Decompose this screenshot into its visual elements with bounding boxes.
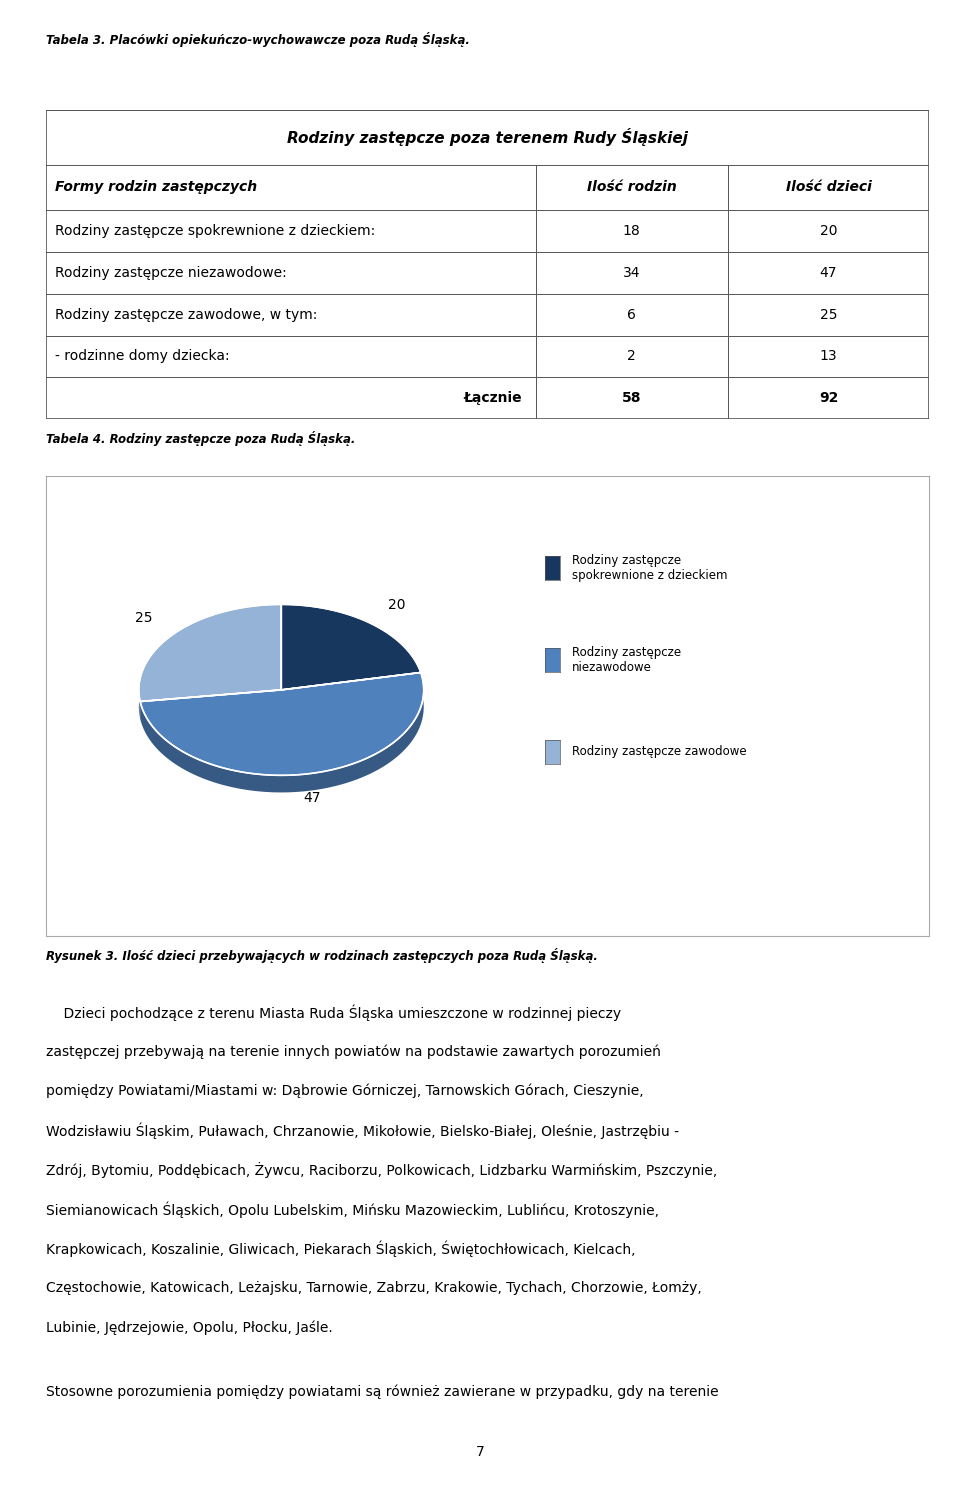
Text: Ilość dzieci: Ilość dzieci <box>785 180 872 195</box>
Text: Ilość rodzin: Ilość rodzin <box>587 180 677 195</box>
Polygon shape <box>139 605 281 701</box>
Text: 13: 13 <box>820 349 837 364</box>
Polygon shape <box>140 673 423 776</box>
Text: Rodziny zastępcze niezawodowe:: Rodziny zastępcze niezawodowe: <box>55 266 287 279</box>
Text: 34: 34 <box>623 266 640 279</box>
Text: Lubinie, Jędrzejowie, Opolu, Płocku, Jaśle.: Lubinie, Jędrzejowie, Opolu, Płocku, Jaś… <box>46 1321 333 1334</box>
Text: Siemianowicach Śląskich, Opolu Lubelskim, Mińsku Mazowieckim, Lublińcu, Krotoszy: Siemianowicach Śląskich, Opolu Lubelskim… <box>46 1201 660 1217</box>
Polygon shape <box>139 605 281 701</box>
Text: 20: 20 <box>820 224 837 238</box>
Polygon shape <box>139 605 281 719</box>
Text: pomiędzy Powiatami/Miastami w: Dąbrowie Górniczej, Tarnowskich Górach, Cieszynie: pomiędzy Powiatami/Miastami w: Dąbrowie … <box>46 1083 644 1098</box>
Text: Rysunek 3. Ilość dzieci przebywających w rodzinach zastępczych poza Rudą Śląską.: Rysunek 3. Ilość dzieci przebywających w… <box>46 948 598 963</box>
Text: Formy rodzin zastępczych: Formy rodzin zastępczych <box>55 180 257 195</box>
Text: 47: 47 <box>820 266 837 279</box>
Text: Krapkowicach, Koszalinie, Gliwicach, Piekarach Śląskich, Świętochłowicach, Kielc: Krapkowicach, Koszalinie, Gliwicach, Pie… <box>46 1241 636 1257</box>
Text: 25: 25 <box>135 611 153 626</box>
Text: 6: 6 <box>627 308 636 321</box>
Text: zastępczej przebywają na terenie innych powiatów na podstawie zawartych porozumi: zastępczej przebywają na terenie innych … <box>46 1045 660 1060</box>
Text: Zdrój, Bytomiu, Poddębicach, Żywcu, Raciborzu, Polkowicach, Lidzbarku Warmińskim: Zdrój, Bytomiu, Poddębicach, Żywcu, Raci… <box>46 1162 717 1178</box>
Polygon shape <box>281 605 420 690</box>
Text: Częstochowie, Katowicach, Leżajsku, Tarnowie, Zabrzu, Krakowie, Tychach, Chorzow: Częstochowie, Katowicach, Leżajsku, Tarn… <box>46 1281 702 1296</box>
Text: Wodzisławiu Śląskim, Puławach, Chrzanowie, Mikołowie, Bielsko-Białej, Oleśnie, J: Wodzisławiu Śląskim, Puławach, Chrzanowi… <box>46 1122 679 1138</box>
Text: 2: 2 <box>627 349 636 364</box>
Text: 25: 25 <box>820 308 837 321</box>
Text: Rodziny zastępcze
niezawodowe: Rodziny zastępcze niezawodowe <box>572 646 681 673</box>
Text: Tabela 4. Rodziny zastępcze poza Rudą Śląską.: Tabela 4. Rodziny zastępcze poza Rudą Śl… <box>46 431 355 446</box>
Text: Rodziny zastępcze zawodowe: Rodziny zastępcze zawodowe <box>572 746 747 758</box>
Text: Dzieci pochodzące z terenu Miasta Ruda Śląska umieszczone w rodzinnej pieczy: Dzieci pochodzące z terenu Miasta Ruda Ś… <box>46 1005 621 1021</box>
Text: 7: 7 <box>475 1446 485 1459</box>
Text: 18: 18 <box>623 224 640 238</box>
Text: Tabela 3. Placówki opiekuńczo-wychowawcze poza Rudą Śląską.: Tabela 3. Placówki opiekuńczo-wychowawcz… <box>46 31 470 48</box>
Text: Rodziny zastępcze poza terenem Rudy Śląskiej: Rodziny zastępcze poza terenem Rudy Śląs… <box>287 128 688 146</box>
Text: - rodzinne domy dziecka:: - rodzinne domy dziecka: <box>55 349 229 364</box>
Polygon shape <box>140 673 423 776</box>
Text: Łącznie: Łącznie <box>464 391 522 406</box>
Text: Rodziny zastępcze zawodowe, w tym:: Rodziny zastępcze zawodowe, w tym: <box>55 308 318 321</box>
Text: 58: 58 <box>622 391 641 406</box>
Text: 20: 20 <box>388 597 405 612</box>
Text: Rodziny zastępcze
spokrewnione z dzieckiem: Rodziny zastępcze spokrewnione z dziecki… <box>572 554 728 581</box>
Polygon shape <box>140 673 423 792</box>
Text: 92: 92 <box>819 391 838 406</box>
Text: Stosowne porozumienia pomiędzy powiatami są również zawierane w przypadku, gdy n: Stosowne porozumienia pomiędzy powiatami… <box>46 1385 719 1400</box>
Text: 47: 47 <box>303 791 321 805</box>
Text: Rodziny zastępcze spokrewnione z dzieckiem:: Rodziny zastępcze spokrewnione z dziecki… <box>55 224 375 238</box>
Polygon shape <box>281 605 420 690</box>
Polygon shape <box>281 605 420 690</box>
